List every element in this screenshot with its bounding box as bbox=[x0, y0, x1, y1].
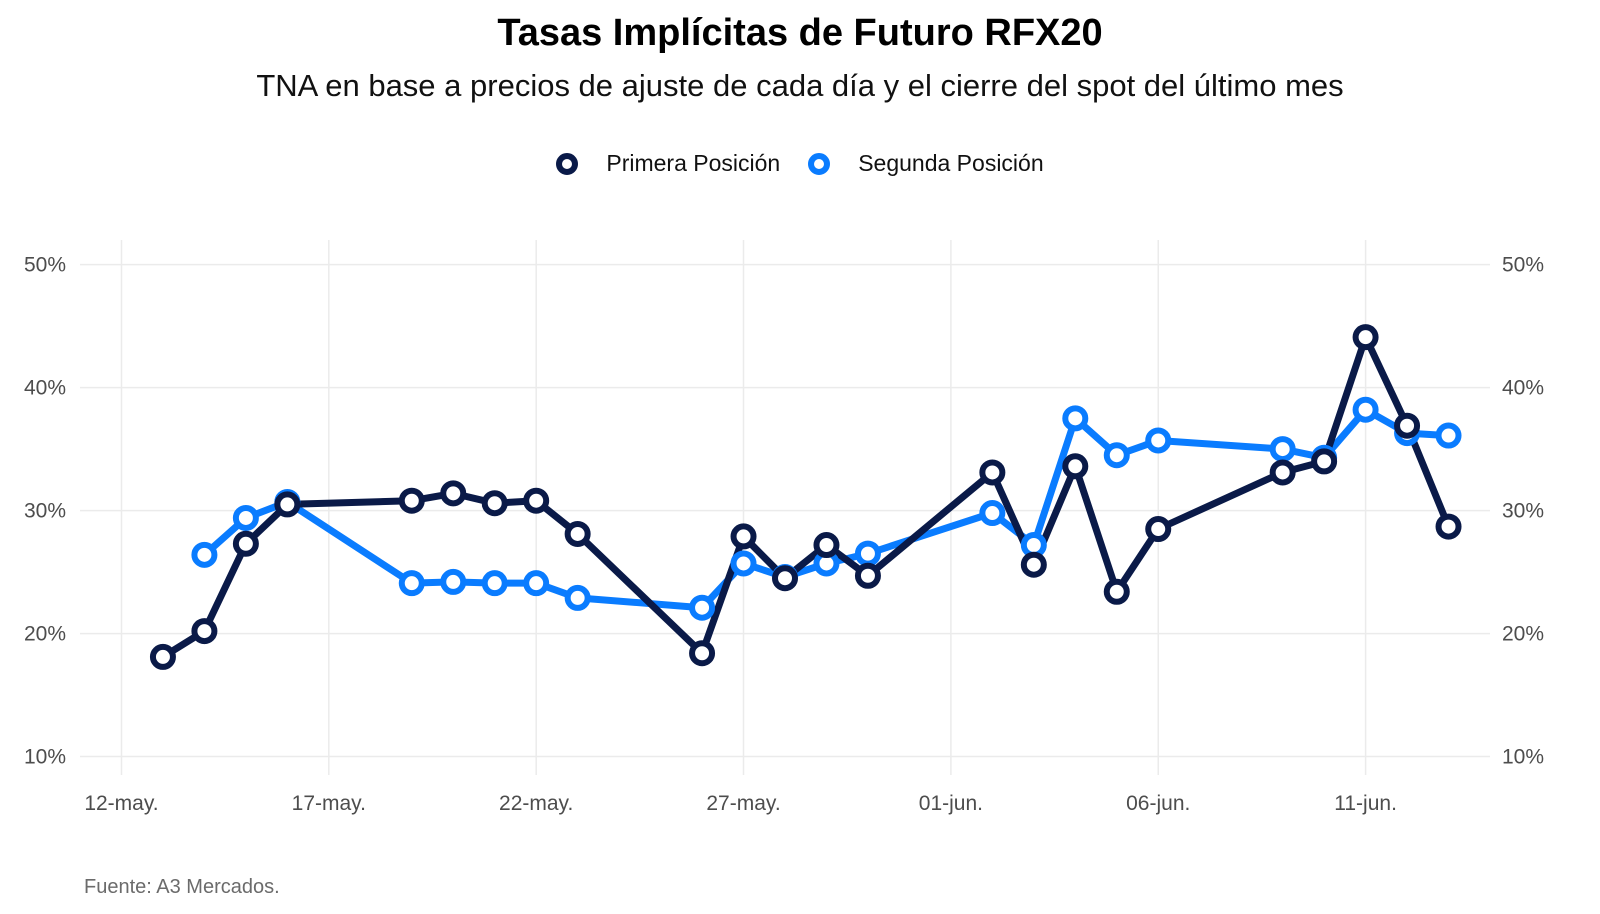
data-point-segunda bbox=[1062, 405, 1089, 432]
data-point-primera bbox=[813, 532, 840, 559]
legend-label-primera: Primera Posición bbox=[606, 150, 781, 176]
series-line-primera bbox=[159, 333, 1452, 661]
series-line-segunda bbox=[200, 406, 1452, 612]
data-point-primera bbox=[481, 490, 508, 517]
y-tick-label-left: 50% bbox=[24, 254, 66, 277]
data-point-primera bbox=[1352, 324, 1379, 351]
data-point-primera bbox=[564, 520, 591, 547]
data-point-segunda bbox=[1103, 442, 1130, 469]
data-point-segunda bbox=[1435, 422, 1462, 449]
data-point-segunda bbox=[1352, 396, 1379, 423]
data-point-primera bbox=[979, 459, 1006, 486]
x-tick-label: 12-may. bbox=[84, 792, 158, 815]
data-point-primera bbox=[1020, 551, 1047, 578]
x-tick-label: 17-may. bbox=[292, 792, 366, 815]
data-point-segunda bbox=[1145, 427, 1172, 454]
data-point-segunda bbox=[398, 570, 425, 597]
x-tick-label: 27-may. bbox=[706, 792, 780, 815]
legend-item-primera: Primera Posición bbox=[556, 150, 780, 177]
data-point-segunda bbox=[232, 504, 259, 531]
data-point-primera bbox=[1435, 513, 1462, 540]
data-point-segunda bbox=[191, 541, 218, 568]
data-point-primera bbox=[1062, 453, 1089, 480]
data-point-segunda bbox=[730, 550, 757, 577]
legend-key-primera bbox=[556, 152, 579, 175]
legend-key-segunda bbox=[808, 152, 831, 175]
y-tick-label-right: 30% bbox=[1502, 500, 1544, 523]
data-point-segunda bbox=[481, 570, 508, 597]
x-tick-label: 06-jun. bbox=[1126, 792, 1190, 815]
chart-title: Tasas Implícitas de Futuro RFX20 bbox=[497, 12, 1103, 54]
data-point-primera bbox=[440, 480, 467, 507]
legend: Primera Posición Segunda Posición bbox=[0, 150, 1600, 177]
data-point-primera bbox=[1311, 448, 1338, 475]
data-point-primera bbox=[398, 487, 425, 514]
y-tick-label-left: 10% bbox=[24, 746, 66, 769]
data-point-primera bbox=[772, 565, 798, 592]
x-tick-label: 01-jun. bbox=[919, 792, 983, 815]
data-point-primera bbox=[523, 487, 550, 514]
data-point-primera bbox=[274, 491, 301, 518]
data-point-segunda bbox=[689, 594, 716, 621]
x-tick-label: 11-jun. bbox=[1334, 792, 1397, 815]
data-point-primera bbox=[191, 618, 218, 645]
chart-subtitle: TNA en base a precios de ajuste de cada … bbox=[256, 68, 1344, 103]
data-point-segunda bbox=[564, 584, 591, 611]
data-point-primera bbox=[1394, 412, 1421, 439]
legend-item-segunda: Segunda Posición bbox=[808, 150, 1044, 177]
source-note: Fuente: A3 Mercados. bbox=[84, 876, 280, 898]
y-tick-label-left: 40% bbox=[24, 377, 66, 400]
data-point-segunda bbox=[523, 570, 550, 597]
y-tick-label-right: 40% bbox=[1502, 377, 1544, 400]
data-point-segunda bbox=[979, 500, 1006, 527]
data-point-primera bbox=[854, 562, 881, 589]
data-point-primera bbox=[232, 530, 259, 557]
data-point-primera bbox=[149, 643, 176, 670]
x-tick-label: 22-may. bbox=[499, 792, 573, 815]
y-tick-label-left: 20% bbox=[24, 623, 66, 646]
y-tick-label-right: 50% bbox=[1502, 254, 1544, 277]
data-point-primera bbox=[689, 640, 716, 667]
data-point-primera bbox=[1145, 516, 1172, 543]
y-tick-label-right: 10% bbox=[1502, 746, 1544, 769]
y-tick-label-right: 20% bbox=[1502, 623, 1544, 646]
y-tick-label-left: 30% bbox=[24, 500, 66, 523]
data-point-primera bbox=[1103, 578, 1130, 605]
data-point-segunda bbox=[1269, 436, 1296, 463]
legend-label-segunda: Segunda Posición bbox=[858, 150, 1044, 176]
data-point-segunda bbox=[854, 540, 881, 567]
data-point-primera bbox=[730, 523, 757, 550]
data-point-primera bbox=[1269, 459, 1296, 486]
data-point-segunda bbox=[440, 568, 467, 595]
